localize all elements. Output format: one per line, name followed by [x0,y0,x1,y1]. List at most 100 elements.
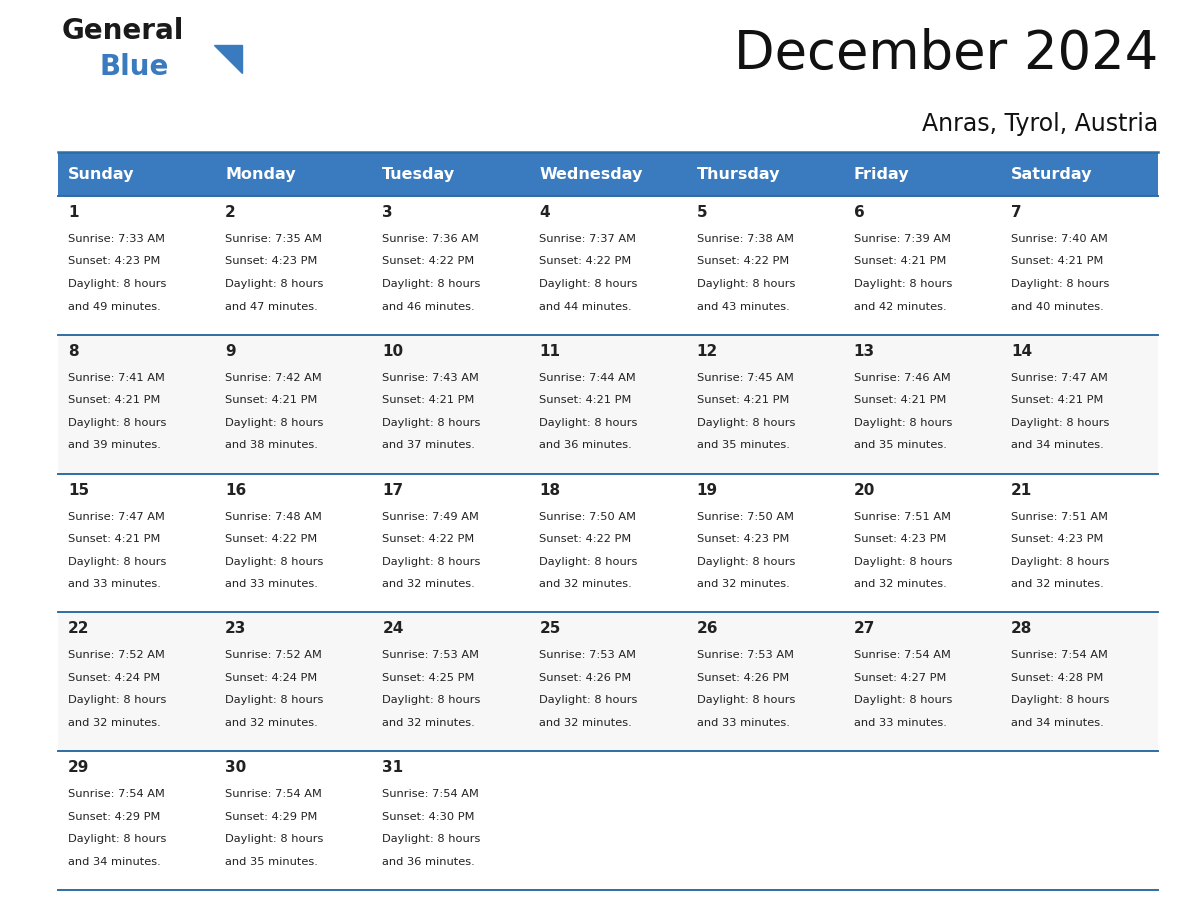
Text: and 47 minutes.: and 47 minutes. [226,301,318,311]
Bar [58,612,1158,751]
Text: 2: 2 [226,205,236,220]
Text: 27: 27 [854,621,876,636]
Text: and 32 minutes.: and 32 minutes. [854,579,947,589]
Text: Daylight: 8 hours: Daylight: 8 hours [226,556,323,566]
Text: 3: 3 [383,205,393,220]
Text: and 32 minutes.: and 32 minutes. [1011,579,1104,589]
Text: Daylight: 8 hours: Daylight: 8 hours [696,696,795,705]
Text: Daylight: 8 hours: Daylight: 8 hours [1011,418,1110,428]
Text: Sunrise: 7:50 AM: Sunrise: 7:50 AM [539,511,637,521]
Text: and 32 minutes.: and 32 minutes. [539,718,632,728]
Text: Sunrise: 7:39 AM: Sunrise: 7:39 AM [854,234,950,244]
Text: Sunrise: 7:53 AM: Sunrise: 7:53 AM [696,650,794,660]
Text: Sunset: 4:21 PM: Sunset: 4:21 PM [1011,256,1104,266]
Text: and 32 minutes.: and 32 minutes. [226,718,318,728]
Text: Sunrise: 7:45 AM: Sunrise: 7:45 AM [696,373,794,383]
Bar [58,152,215,196]
Text: Daylight: 8 hours: Daylight: 8 hours [226,696,323,705]
Bar [58,751,1158,890]
Text: Sunrise: 7:38 AM: Sunrise: 7:38 AM [696,234,794,244]
Text: 20: 20 [854,483,876,498]
Text: Daylight: 8 hours: Daylight: 8 hours [696,418,795,428]
Text: Sunrise: 7:54 AM: Sunrise: 7:54 AM [854,650,950,660]
Text: Tuesday: Tuesday [383,166,455,182]
Text: Sunrise: 7:44 AM: Sunrise: 7:44 AM [539,373,637,383]
Bar [843,152,1000,196]
Text: Sunset: 4:24 PM: Sunset: 4:24 PM [68,673,160,683]
Text: 12: 12 [696,344,718,359]
Text: 19: 19 [696,483,718,498]
Text: 5: 5 [696,205,707,220]
Text: 17: 17 [383,483,404,498]
Text: Sunset: 4:23 PM: Sunset: 4:23 PM [696,534,789,544]
Text: Sunrise: 7:41 AM: Sunrise: 7:41 AM [68,373,165,383]
Text: Daylight: 8 hours: Daylight: 8 hours [383,696,481,705]
Text: Daylight: 8 hours: Daylight: 8 hours [68,556,166,566]
Text: 24: 24 [383,621,404,636]
Bar [58,335,1158,474]
Text: Daylight: 8 hours: Daylight: 8 hours [226,279,323,289]
Text: Sunrise: 7:47 AM: Sunrise: 7:47 AM [68,511,165,521]
Text: 16: 16 [226,483,246,498]
Text: Daylight: 8 hours: Daylight: 8 hours [854,556,952,566]
Text: Sunrise: 7:42 AM: Sunrise: 7:42 AM [226,373,322,383]
Text: Sunset: 4:23 PM: Sunset: 4:23 PM [68,256,160,266]
Text: and 35 minutes.: and 35 minutes. [696,441,790,451]
Text: Monday: Monday [226,166,296,182]
Text: 21: 21 [1011,483,1032,498]
Text: 7: 7 [1011,205,1022,220]
Bar [1000,152,1158,196]
Text: 25: 25 [539,621,561,636]
Text: and 32 minutes.: and 32 minutes. [383,579,475,589]
Text: and 35 minutes.: and 35 minutes. [226,856,318,867]
Text: Sunset: 4:21 PM: Sunset: 4:21 PM [1011,396,1104,406]
Text: and 42 minutes.: and 42 minutes. [854,301,947,311]
Text: Sunset: 4:22 PM: Sunset: 4:22 PM [539,256,632,266]
Text: Daylight: 8 hours: Daylight: 8 hours [383,418,481,428]
Text: and 34 minutes.: and 34 minutes. [68,856,160,867]
Text: Daylight: 8 hours: Daylight: 8 hours [539,696,638,705]
Text: 6: 6 [854,205,865,220]
Text: and 36 minutes.: and 36 minutes. [383,856,475,867]
Text: Sunrise: 7:51 AM: Sunrise: 7:51 AM [1011,511,1108,521]
Text: Sunrise: 7:49 AM: Sunrise: 7:49 AM [383,511,479,521]
Text: Sunday: Sunday [68,166,134,182]
Text: Daylight: 8 hours: Daylight: 8 hours [854,696,952,705]
Bar [58,474,1158,612]
Text: Daylight: 8 hours: Daylight: 8 hours [383,834,481,845]
Text: and 33 minutes.: and 33 minutes. [696,718,790,728]
Text: Sunrise: 7:37 AM: Sunrise: 7:37 AM [539,234,637,244]
Text: Friday: Friday [854,166,909,182]
Text: and 33 minutes.: and 33 minutes. [226,579,318,589]
Text: Daylight: 8 hours: Daylight: 8 hours [383,279,481,289]
Text: 10: 10 [383,344,404,359]
Text: 26: 26 [696,621,718,636]
Text: and 40 minutes.: and 40 minutes. [1011,301,1104,311]
Text: Sunset: 4:24 PM: Sunset: 4:24 PM [226,673,317,683]
Text: 29: 29 [68,760,89,775]
Text: Sunset: 4:23 PM: Sunset: 4:23 PM [1011,534,1104,544]
Bar [372,152,530,196]
Text: Sunset: 4:21 PM: Sunset: 4:21 PM [226,396,317,406]
Text: Sunrise: 7:53 AM: Sunrise: 7:53 AM [383,650,479,660]
Text: and 38 minutes.: and 38 minutes. [226,441,318,451]
Text: Sunset: 4:22 PM: Sunset: 4:22 PM [539,534,632,544]
Text: Sunset: 4:23 PM: Sunset: 4:23 PM [226,256,317,266]
Text: Sunset: 4:21 PM: Sunset: 4:21 PM [383,396,475,406]
Text: Sunset: 4:22 PM: Sunset: 4:22 PM [383,256,474,266]
Text: 30: 30 [226,760,246,775]
Text: Daylight: 8 hours: Daylight: 8 hours [1011,279,1110,289]
Text: Daylight: 8 hours: Daylight: 8 hours [539,556,638,566]
Text: Sunset: 4:21 PM: Sunset: 4:21 PM [539,396,632,406]
Text: Sunset: 4:22 PM: Sunset: 4:22 PM [383,534,474,544]
Text: General: General [62,17,184,45]
Text: Daylight: 8 hours: Daylight: 8 hours [1011,696,1110,705]
Text: Sunrise: 7:53 AM: Sunrise: 7:53 AM [539,650,637,660]
Text: Sunset: 4:21 PM: Sunset: 4:21 PM [68,396,160,406]
Text: Sunrise: 7:35 AM: Sunrise: 7:35 AM [226,234,322,244]
Text: and 43 minutes.: and 43 minutes. [696,301,789,311]
Text: and 35 minutes.: and 35 minutes. [854,441,947,451]
Text: and 49 minutes.: and 49 minutes. [68,301,160,311]
Text: Sunrise: 7:54 AM: Sunrise: 7:54 AM [1011,650,1107,660]
Text: Daylight: 8 hours: Daylight: 8 hours [383,556,481,566]
